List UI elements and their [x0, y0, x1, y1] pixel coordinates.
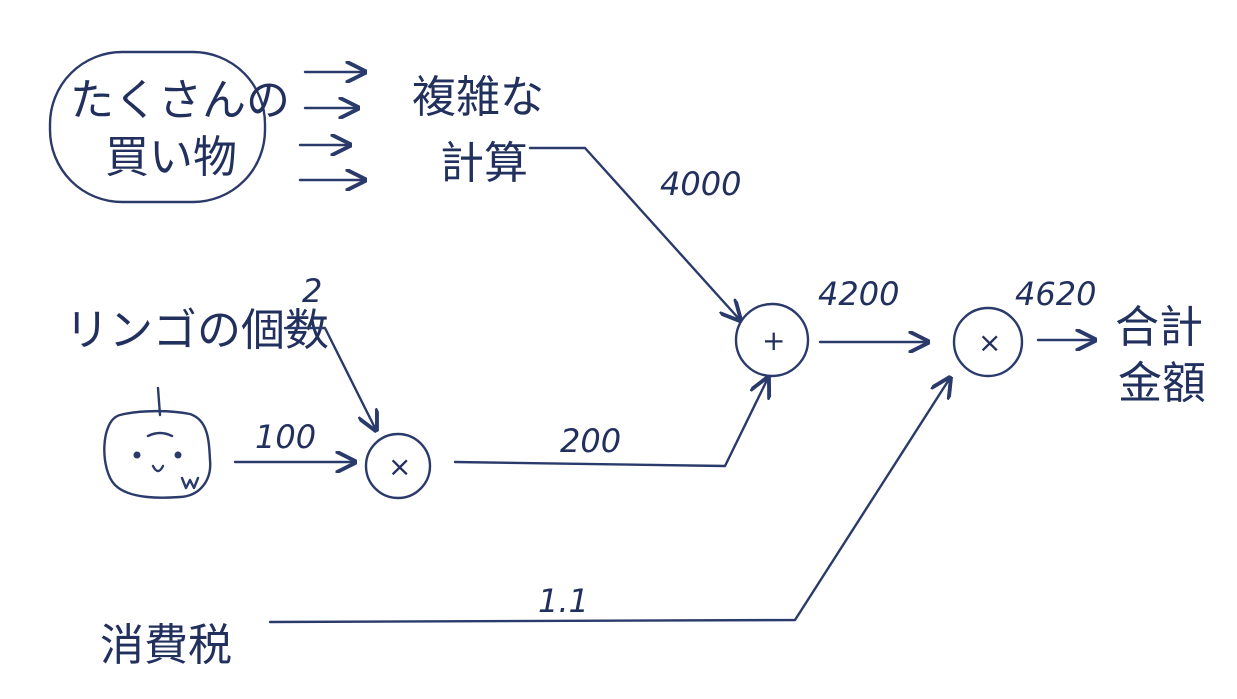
add-node [734, 302, 810, 378]
edge-multiply-to-add [453, 378, 768, 468]
value-2: 2 [302, 272, 322, 310]
complex-calc-line1: 複雑な [412, 72, 544, 123]
value-200: 200 [560, 422, 621, 460]
add-symbol: + [762, 324, 785, 357]
multiply-apple-node [364, 432, 432, 500]
complex-calc-line2: 計算 [440, 138, 528, 189]
value-4200: 4200 [818, 275, 899, 313]
total-line2: 金額 [1118, 358, 1206, 409]
value-100: 100 [255, 418, 316, 456]
shopping-label-line2: 買い物 [105, 132, 237, 183]
multiply-tax-node [952, 306, 1024, 378]
value-4620: 4620 [1015, 275, 1096, 313]
shopping-label-line1: たくさんの [70, 75, 290, 126]
edge-tax-to-multiply [268, 378, 950, 624]
value-1-1: 1.1 [538, 582, 589, 620]
total-line1: 合計 [1115, 302, 1203, 353]
edge-count-to-multiply [283, 326, 376, 430]
edge-complex-to-add [528, 146, 740, 320]
multiply-apple-symbol: × [388, 450, 411, 483]
value-4000: 4000 [660, 165, 741, 203]
apple-count-label: リンゴの個数 [65, 305, 329, 356]
tax-label: 消費税 [100, 620, 232, 671]
shopping-bubble [48, 50, 267, 204]
multiply-tax-symbol: × [978, 326, 1001, 359]
apple-icon [103, 386, 212, 499]
